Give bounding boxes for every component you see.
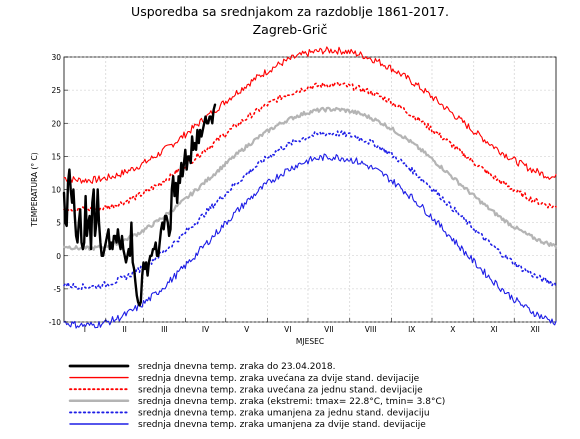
y-tick-label: -10 [49,318,61,327]
chart-subtitle: Zagreb-Grič [252,22,328,37]
month-label: I [84,325,86,334]
legend-label: srednja dnevna temp. zraka (ekstremi: tm… [138,397,445,407]
series-line [62,106,558,251]
month-label: XI [490,325,497,334]
legend-label: srednja dnevna temp. zraka umanjena za j… [138,409,430,419]
y-tick-label: 0 [56,252,61,261]
series-line [63,46,557,184]
legend: srednja dnevna temp. zraka do 23.04.2018… [68,362,445,430]
grid-lines [64,56,556,323]
month-label: III [161,325,168,334]
x-axis-label: MJESEC [296,337,324,346]
y-tick-label: 20 [51,119,61,128]
month-label: X [450,325,455,334]
legend-label: srednja dnevna temp. zraka uvećana za je… [138,384,423,395]
month-label: IX [408,325,415,334]
y-tick-label: -5 [54,285,62,294]
series-group [62,46,558,329]
legend-label: srednja dnevna temp. zraka umanjena za d… [138,420,426,430]
y-axis-label: TEMPERATURA (° C) [30,152,39,227]
month-label: VIII [365,325,377,334]
month-label: V [244,325,250,334]
month-label: VII [324,325,334,334]
y-tick-label: 10 [51,186,61,195]
legend-label: srednja dnevna temp. zraka do 23.04.2018… [138,362,336,372]
month-label: VI [284,325,291,334]
month-label: II [122,325,126,334]
legend-label: srednja dnevna temp. zraka uvećana za dv… [138,373,420,384]
y-tick-label: 15 [51,152,61,161]
chart-title: Usporedba sa srednjakom za razdoblje 186… [131,4,449,19]
series-line [63,130,557,291]
y-tick-label: 30 [51,53,61,62]
series-line [63,82,557,212]
month-label: XII [530,325,540,334]
y-tick-label: 5 [56,219,61,228]
series-line [63,153,557,329]
month-label: IV [202,325,210,334]
y-tick-label: 25 [51,86,61,95]
series-line [62,103,217,307]
